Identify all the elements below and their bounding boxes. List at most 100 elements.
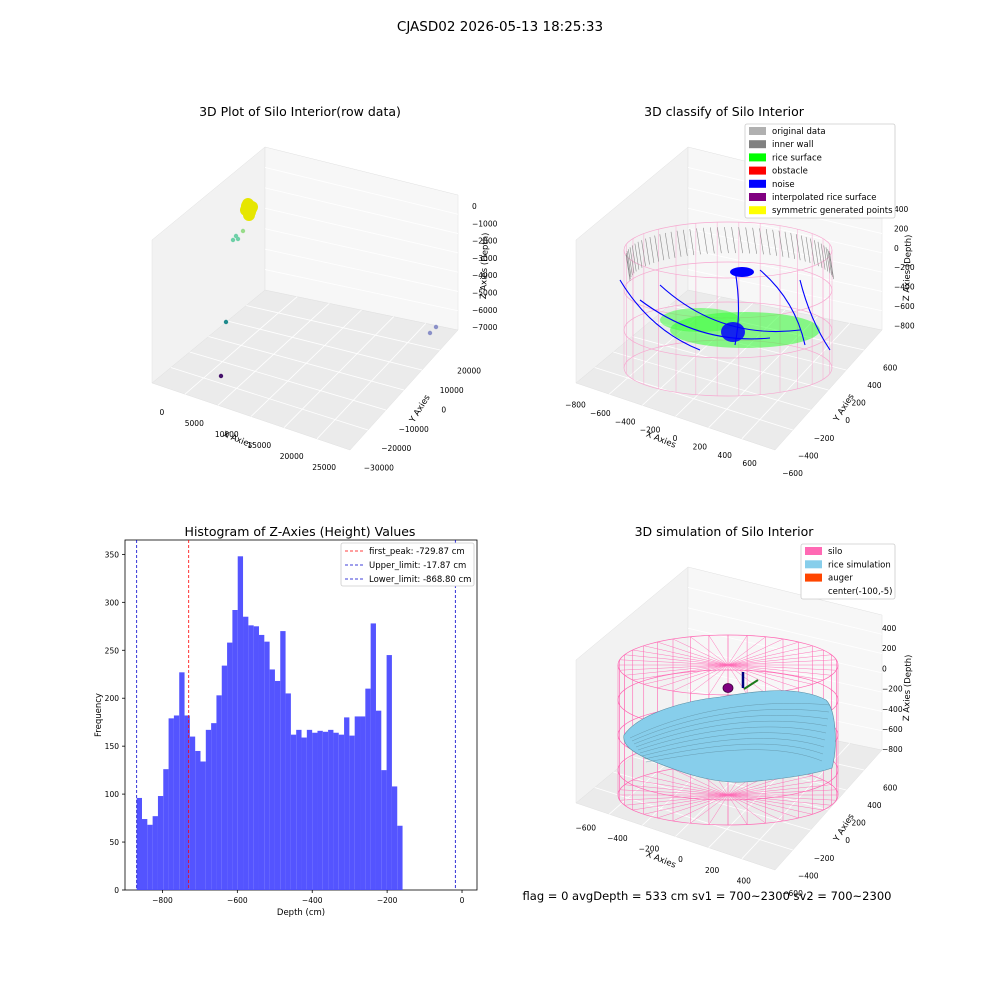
simulation-legend: silo rice simulation auger center(-100,-5) [800,543,896,600]
y-tick-label: 0 [114,886,119,895]
histogram-bar [264,641,270,890]
grid-line [170,367,369,431]
x-tick-label: 5000 [185,419,204,428]
histogram-bar [147,824,153,890]
raw-panel-title: 3D Plot of Silo Interior(row data) [199,104,401,119]
histogram-bar [205,729,212,890]
legend-frame [744,123,896,219]
silo-wireframe [727,664,832,676]
x-tick-label: 10000 [215,430,239,439]
histogram-bar [322,731,329,890]
classify-legend: original data inner wall rice surface obsta… [744,123,896,219]
silo-wireframe [727,794,824,811]
data-point [223,319,229,325]
center-marker [722,683,734,693]
histogram-bar [248,625,254,890]
legend-label: rice simulation [828,560,891,570]
histogram-bar [301,737,307,890]
legend-swatch [805,547,822,555]
histogram-legend: first_peak: -729.87 cm Upper_limit: -17.8… [340,542,475,587]
inner-wall-point [825,247,831,274]
histogram-bar [179,672,185,890]
data-point [218,373,224,379]
x-axis-label: Depth (cm) [277,908,325,918]
rice-simulation-surface [623,690,836,783]
y-tick-label: −600 [782,469,803,478]
surface-mesh-line [633,715,829,745]
silo-wireframe [657,664,729,689]
silo-wireframe [617,634,839,696]
histogram-bar [370,623,376,890]
z-tick-label: −200 [882,685,903,694]
status-footer: flag = 0 avgDepth = 533 cm sv1 = 700~230… [523,889,892,903]
silo-wireframe [727,638,784,666]
inner-wall-point [696,228,701,255]
grid-line [264,207,459,254]
grid-line [264,228,459,273]
noise-trace [799,279,831,351]
z-tick-label: −3000 [472,254,498,263]
x-tick-label: −400 [615,417,636,426]
legend-swatch [749,179,766,188]
y-tick-label: 250 [105,646,120,655]
z-tick-label: 200 [894,224,909,233]
z-tick-label: −200 [894,263,915,272]
histogram-bar [253,626,259,890]
z-tick-label: −600 [882,725,903,734]
inner-wall-point [634,243,640,270]
silo-wireframe [672,664,729,692]
y-axis-label: Y Axies [831,392,857,425]
grid-line [594,787,793,851]
legend-swatch [805,573,822,582]
silo-wireframe [690,636,729,666]
rice-surface-region [660,308,740,332]
inner-wall-point [810,238,815,265]
inner-wall-point [629,247,635,274]
silo-wireframe [727,794,799,819]
x-tick-label: −800 [152,896,173,905]
y-tick-label: 600 [883,363,898,372]
z-tick-label: 400 [882,624,897,633]
legend-label: center(-100,-5) [828,587,892,597]
y-tick-label: 350 [105,550,120,559]
silo-wireframe [657,771,729,796]
silo-wireframe [727,649,824,666]
legend-label: original data [772,127,826,137]
z-axis-label: Z Axies (Depth) [902,234,914,301]
inner-wall-point [717,227,722,254]
classify-panel-title: 3D classify of Silo Interior [644,104,805,119]
inner-wall-point [659,234,665,261]
histogram-bar [184,715,190,890]
silo-wireframe [643,794,729,815]
grid-line [687,587,883,635]
y-tick-label: 0 [845,836,850,845]
histogram-bar [173,715,180,890]
silo-wireframe [727,664,824,681]
histogram-bar [349,735,355,890]
x-tick-label: 600 [742,459,757,468]
silo-wireframe [672,638,729,666]
histogram-bar [232,610,238,890]
x-tick-label: −800 [565,401,586,410]
legend-label: rice surface [772,153,822,163]
legend-label: symmetric generated points [772,206,893,216]
legend-swatch [805,560,822,569]
y-tick-label: 50 [109,838,119,847]
legend-label: inner wall [772,140,813,150]
inner-wall-point [829,253,834,280]
silo-wireframe [727,664,813,685]
x-tick-label: 400 [718,451,733,460]
surface-mesh-line [629,703,831,739]
inner-wall-point [752,227,757,254]
histogram-bar [344,717,350,890]
histogram-bar [317,730,323,890]
data-point [240,228,246,234]
histogram-bar [333,732,339,890]
histogram-bar [142,819,148,890]
inner-wall-point [683,229,688,256]
z-tick-label: −400 [894,283,915,292]
inner-wall-point [625,254,631,282]
y-tick-label: 200 [105,694,120,703]
inner-wall-point [814,240,819,267]
